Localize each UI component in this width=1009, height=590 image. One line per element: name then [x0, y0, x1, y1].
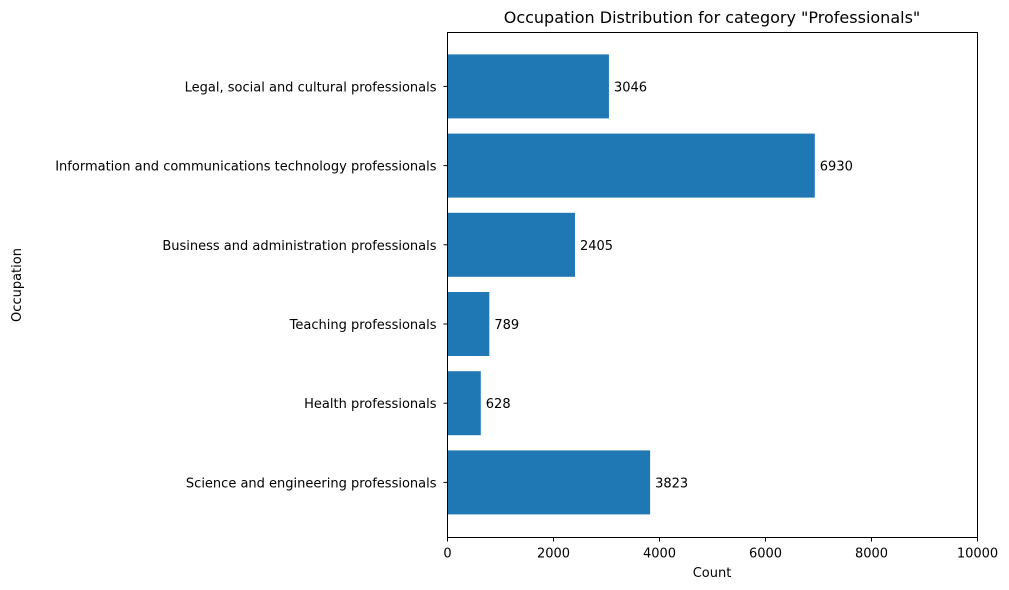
- bar: [447, 371, 481, 436]
- bar: [447, 133, 815, 198]
- data-labels-group: 3046 6930 2405 789 628 3823: [486, 80, 853, 491]
- x-tick-label: 6000: [749, 547, 782, 562]
- y-axis-ticks: Legal, social and cultural professionals…: [55, 80, 448, 491]
- y-tick-label: Science and engineering professionals: [186, 476, 437, 491]
- bar: [447, 54, 609, 119]
- chart-title: Occupation Distribution for category "Pr…: [504, 8, 921, 27]
- data-label: 628: [486, 397, 511, 412]
- plot-frame: [447, 32, 978, 538]
- y-axis-label: Occupation: [10, 248, 25, 322]
- bar: [447, 450, 651, 515]
- x-tick-label: 8000: [855, 547, 888, 562]
- x-axis-label: Count: [693, 566, 732, 581]
- bars-group: [447, 54, 815, 515]
- data-label: 789: [494, 318, 519, 333]
- y-tick-label: Legal, social and cultural professionals: [185, 80, 437, 95]
- y-tick-label: Business and administration professional…: [162, 239, 436, 254]
- x-tick-label: 0: [443, 547, 451, 562]
- bar: [447, 292, 490, 356]
- data-label: 3823: [655, 476, 688, 491]
- data-label: 2405: [580, 239, 613, 254]
- y-tick-label: Health professionals: [304, 397, 437, 412]
- y-tick-label: Teaching professionals: [289, 318, 437, 333]
- data-label: 3046: [614, 80, 647, 95]
- data-label: 6930: [820, 160, 853, 175]
- y-tick-label: Information and communications technolog…: [55, 160, 436, 175]
- x-tick-label: 4000: [643, 547, 676, 562]
- x-tick-label: 2000: [537, 547, 570, 562]
- x-tick-label: 10000: [957, 547, 998, 562]
- bar: [447, 212, 575, 277]
- x-axis-ticks: 0 2000 4000 6000 8000 10000: [443, 537, 998, 562]
